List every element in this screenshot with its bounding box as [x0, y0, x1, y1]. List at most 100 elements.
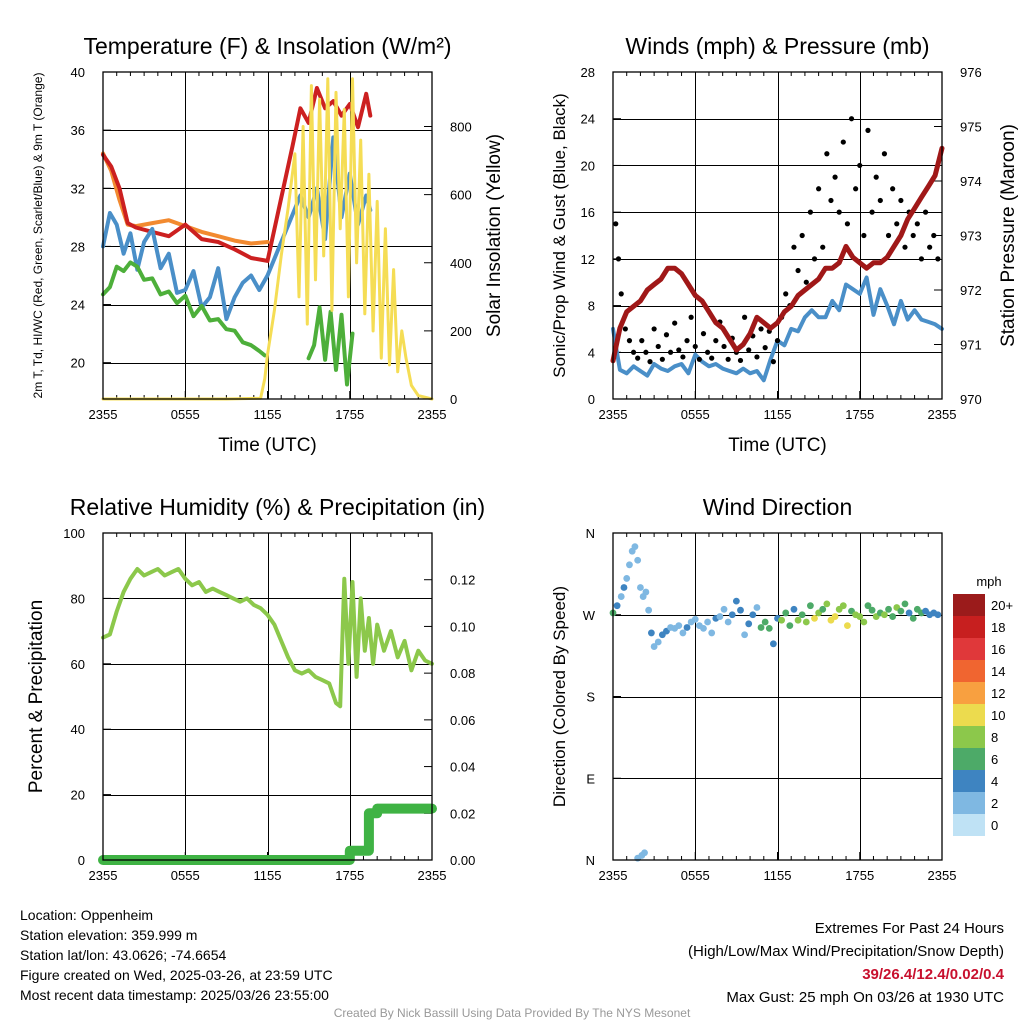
colorbar-label: 12	[991, 686, 1005, 701]
x-tick-label: 1755	[335, 868, 364, 883]
x-tick-label: 2355	[418, 407, 447, 422]
gust-point	[696, 356, 702, 362]
latlon-text: Station lat/lon: 43.0626; -74.6654	[20, 947, 227, 963]
gust-point	[615, 256, 622, 262]
direction-point	[831, 613, 839, 620]
colorbar-swatch	[953, 792, 985, 814]
y-tick-label: W	[583, 608, 596, 623]
gust-point	[762, 345, 768, 351]
direction-point	[675, 622, 683, 630]
y-left-tick-label: 8	[588, 299, 595, 314]
gust-point	[799, 232, 805, 239]
direction-point	[720, 605, 728, 613]
direction-point	[934, 611, 942, 619]
direction-point	[623, 575, 631, 582]
x-tick-label: 2355	[89, 868, 118, 883]
series-line-yellow	[101, 77, 434, 401]
direction-point	[637, 584, 644, 591]
series-line-green	[101, 260, 267, 358]
gust-point	[910, 232, 916, 239]
y-left-tick-label: 16	[581, 205, 595, 220]
series-line-green	[306, 305, 355, 387]
direction-point	[757, 624, 765, 631]
gust-point	[931, 232, 937, 239]
direction-point	[885, 605, 892, 613]
gust-point	[869, 209, 875, 215]
direction-point	[798, 611, 806, 619]
y-tick-label: N	[586, 526, 595, 541]
y-axis-label: Percent & Precipitation	[26, 600, 47, 793]
y-right-tick-label: 0.10	[450, 619, 475, 634]
gust-point	[663, 332, 670, 338]
y-right-tick-label: 976	[960, 65, 982, 80]
direction-point	[749, 611, 757, 619]
y-left-tick-label: 28	[71, 239, 85, 254]
y-left-tick-label: 20	[71, 788, 85, 803]
colorbar-swatch	[953, 594, 985, 616]
colorbar-label: 2	[991, 796, 998, 811]
direction-point	[741, 631, 748, 639]
gust-point	[737, 357, 744, 364]
y-left-tick-label: 12	[581, 252, 595, 267]
gust-point	[651, 326, 657, 332]
direction-point	[645, 606, 653, 614]
direction-point	[617, 593, 625, 600]
x-tick-label: 1155	[764, 407, 792, 422]
x-tick-label: 2355	[418, 868, 447, 883]
colorbar-label: 14	[991, 664, 1005, 679]
direction-point	[745, 620, 753, 628]
direction-point	[889, 613, 897, 620]
direction-point	[626, 561, 633, 569]
gust-point	[725, 356, 731, 362]
gust-point	[795, 267, 801, 274]
gust-point	[857, 162, 863, 169]
gust-point	[803, 279, 809, 285]
direction-point	[909, 614, 917, 622]
y-tick-label: S	[586, 690, 595, 705]
direction-point	[679, 629, 687, 637]
direction-point	[700, 624, 707, 632]
y-axis-label-right: Solar Insolation (Yellow)	[484, 134, 505, 337]
colorbar-label: 16	[991, 642, 1005, 657]
direction-point	[844, 622, 851, 630]
gust-point	[746, 347, 752, 353]
plot-border	[102, 532, 433, 861]
direction-point	[704, 618, 711, 626]
y-right-tick-label: 0.06	[450, 713, 475, 728]
chart-1: 2355 0555 1155 1755 2355 Temperature (F) & In…	[31, 33, 505, 456]
direction-point	[737, 606, 744, 614]
gust-point	[758, 326, 764, 332]
colorbar: mph 20+ 18 16 14 12 10 8 6 4 2 0	[953, 574, 1013, 836]
direction-point	[786, 622, 794, 630]
gust-point	[774, 338, 781, 344]
direction-point	[897, 607, 905, 615]
direction-point	[708, 629, 716, 637]
max-gust-text: Max Gust: 25 mph On 03/26 at 1930 UTC	[726, 989, 1004, 1006]
gust-point	[754, 354, 760, 360]
gust-point	[885, 232, 892, 239]
x-tick-label: 0555	[681, 407, 710, 422]
gust-point	[742, 314, 748, 320]
gust-point	[672, 320, 678, 326]
colorbar-swatch	[953, 682, 985, 704]
x-tick-label: 2355	[928, 868, 957, 883]
direction-point	[905, 609, 913, 617]
gust-point	[894, 221, 900, 227]
colorbar-label: 10	[991, 708, 1005, 723]
y-axis-label-right: Station Pressure (Maroon)	[998, 124, 1019, 347]
gust-point	[935, 256, 941, 262]
y-left-tick-label: 20	[581, 158, 595, 173]
gust-point	[877, 197, 883, 204]
gust-point	[700, 331, 707, 337]
x-tick-label: 1155	[254, 407, 282, 422]
gust-point	[922, 209, 929, 215]
gust-point	[873, 174, 879, 180]
y-right-tick-label: 0.04	[450, 760, 475, 775]
chart-4: 2355 0555 1155 1755 2355 Wind Direction N W S E N D…	[550, 494, 956, 883]
y-left-tick-label: 0	[588, 392, 595, 407]
colorbar-swatch	[953, 770, 985, 792]
gust-point	[898, 197, 904, 204]
direction-point	[691, 615, 699, 623]
colorbar-swatch	[953, 704, 985, 726]
